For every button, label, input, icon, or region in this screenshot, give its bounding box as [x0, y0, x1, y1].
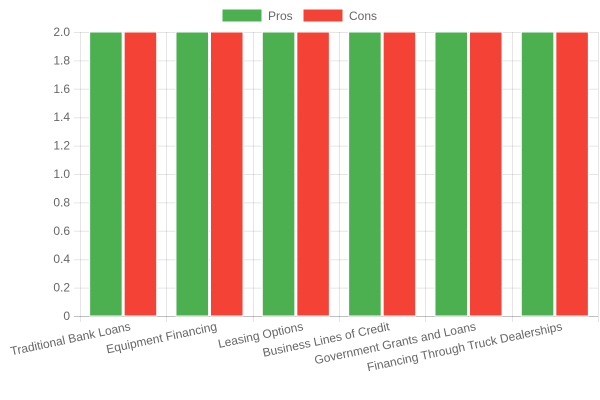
- bar-pros-5[interactable]: [520, 31, 555, 317]
- bar-pros-0[interactable]: [89, 31, 123, 317]
- bar-pros-2[interactable]: [261, 31, 296, 317]
- y-tick-label: 1.2: [53, 139, 70, 153]
- legend-item-pros[interactable]: Pros: [221, 8, 293, 23]
- y-axis: 0 0.2 0.4 0.6 0.8 1.0 1.2 1.4 1.6 1.8 2.0: [53, 25, 70, 323]
- y-tick-label: 1.6: [53, 82, 70, 96]
- bar-cons-1[interactable]: [210, 31, 244, 317]
- bar-pros-1[interactable]: [175, 31, 209, 317]
- legend-item-cons[interactable]: Cons: [302, 8, 377, 23]
- bar-cons-0[interactable]: [123, 31, 158, 317]
- y-tick-label: 1.8: [53, 53, 70, 67]
- y-tick-label: 0.4: [53, 252, 70, 266]
- y-tick-label: 2.0: [53, 25, 70, 39]
- y-tick-label: 0.2: [53, 281, 70, 295]
- y-tick-label: 0: [63, 309, 70, 323]
- y-tick-label: 0.6: [53, 224, 70, 238]
- legend-label-cons: Cons: [349, 9, 377, 23]
- y-tick-label: 0.8: [53, 195, 70, 209]
- grid: [74, 32, 599, 322]
- y-tick-label: 1.0: [53, 167, 70, 181]
- bars: [89, 31, 589, 317]
- bar-cons-2[interactable]: [296, 31, 330, 317]
- bar-cons-5[interactable]: [555, 31, 589, 317]
- legend-swatch-pros: [221, 8, 263, 23]
- bar-cons-3[interactable]: [382, 31, 417, 317]
- legend-label-pros: Pros: [268, 9, 293, 23]
- bar-pros-3[interactable]: [348, 31, 382, 317]
- bar-pros-4[interactable]: [434, 31, 469, 317]
- bar-cons-4[interactable]: [469, 31, 503, 317]
- legend[interactable]: Pros Cons: [221, 8, 377, 23]
- legend-swatch-cons: [302, 8, 344, 23]
- y-tick-label: 1.4: [53, 110, 70, 124]
